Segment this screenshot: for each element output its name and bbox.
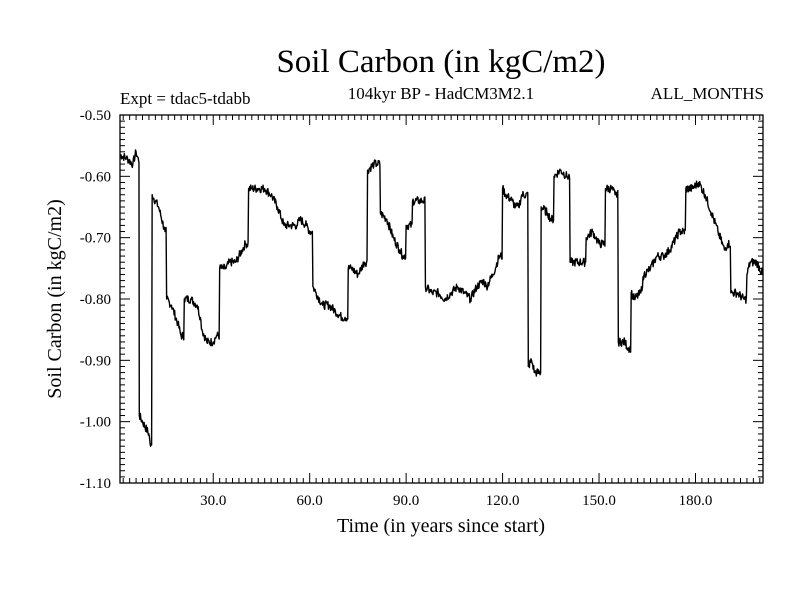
x-tick-label: 150.0 <box>582 493 616 509</box>
y-tick-label: -0.50 <box>80 108 111 124</box>
x-tick-label: 60.0 <box>297 493 323 509</box>
y-tick-label: -0.60 <box>80 169 111 185</box>
y-tick-label: -0.90 <box>80 353 111 369</box>
y-tick-label: -0.80 <box>80 292 111 308</box>
x-axis-label: Time (in years since start) <box>337 515 545 537</box>
x-axis-ticks <box>122 115 761 483</box>
series-line <box>119 149 764 447</box>
plot-frame <box>119 114 764 484</box>
x-tick-label: 180.0 <box>679 493 713 509</box>
months-label: ALL_MONTHS <box>651 84 764 103</box>
x-tick-label: 30.0 <box>200 493 226 509</box>
chart-subtitle: 104kyr BP - HadCM3M2.1 <box>348 84 534 103</box>
x-tick-label: 90.0 <box>393 493 419 509</box>
x-tick-label: 120.0 <box>486 493 520 509</box>
y-tick-label: -1.10 <box>80 476 111 492</box>
y-axis-label: Soil Carbon (in kgC/m2) <box>44 199 66 398</box>
x-axis-tick-labels: 30.0 60.0 90.0 120.0 150.0 180.0 <box>200 493 712 509</box>
experiment-label: Expt = tdac5-tdabb <box>120 89 250 108</box>
chart-title: Soil Carbon (in kgC/m2) <box>276 44 605 80</box>
y-tick-label: -1.00 <box>80 415 111 431</box>
y-axis-tick-labels: -0.50 -0.60 -0.70 -0.80 -0.90 -1.00 -1.10 <box>80 108 111 492</box>
y-tick-label: -0.70 <box>80 231 111 247</box>
series-group <box>119 149 764 447</box>
